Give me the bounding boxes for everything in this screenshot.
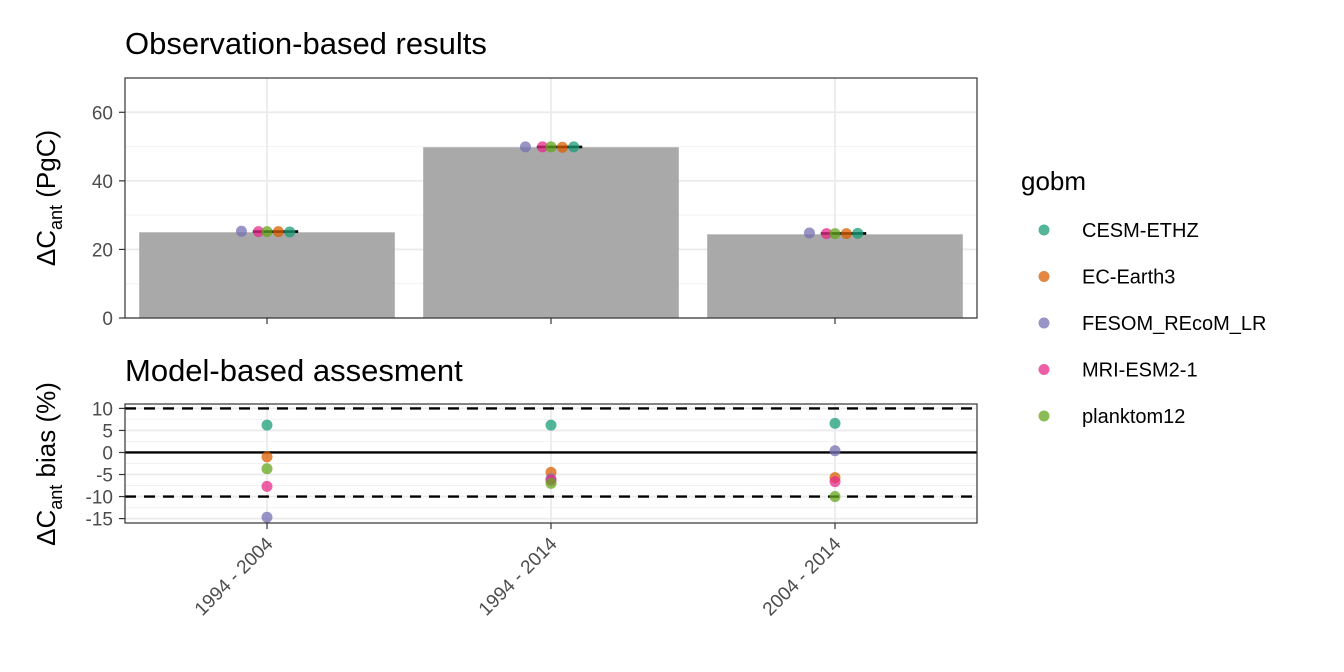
y-tick-label: 0 bbox=[102, 309, 113, 330]
y-tick-label: 60 bbox=[92, 103, 113, 124]
point-EC-Earth3 bbox=[556, 141, 568, 153]
point-CESM-ETHZ bbox=[829, 417, 841, 429]
x-tick-label: 1994 - 2014 bbox=[475, 533, 562, 620]
legend-label: EC-Earth3 bbox=[1082, 267, 1175, 289]
y-tick-label: 0 bbox=[102, 443, 113, 464]
point-CESM-ETHZ bbox=[545, 419, 557, 431]
x-tick-label: 2004 - 2014 bbox=[759, 533, 846, 620]
bar bbox=[423, 147, 679, 318]
point-MRI-ESM2-1 bbox=[536, 141, 548, 153]
point-FESOM_REcoM_LR bbox=[519, 141, 531, 153]
bar bbox=[139, 232, 395, 318]
y-tick-label: 20 bbox=[92, 240, 113, 261]
point-planktom12 bbox=[545, 141, 557, 153]
y-tick-label: 40 bbox=[92, 172, 113, 193]
legend-label: CESM-ETHZ bbox=[1082, 220, 1199, 242]
point-CESM-ETHZ bbox=[284, 226, 296, 238]
legend-title: gobm bbox=[1021, 166, 1086, 196]
bottom-y-axis-label: ΔCant bias (%) bbox=[31, 382, 66, 546]
point-MRI-ESM2-1 bbox=[829, 476, 841, 488]
point-FESOM_REcoM_LR bbox=[235, 225, 247, 237]
y-tick-label: -5 bbox=[96, 466, 113, 487]
point-planktom12 bbox=[261, 226, 273, 238]
top-points bbox=[235, 141, 864, 240]
point-planktom12 bbox=[545, 477, 557, 489]
top-bars bbox=[139, 147, 963, 318]
legend-items: CESM-ETHZ EC-Earth3 FESOM_REcoM_LR MRI-ESM2… bbox=[1038, 220, 1267, 428]
point-planktom12 bbox=[829, 491, 841, 503]
top-x-ticks bbox=[266, 318, 836, 324]
legend-key bbox=[1038, 224, 1050, 236]
legend-label: FESOM_REcoM_LR bbox=[1082, 313, 1267, 335]
legend-label: MRI-ESM2-1 bbox=[1082, 360, 1198, 382]
legend-key bbox=[1038, 271, 1050, 282]
legend: gobm CESM-ETHZ EC-Earth3 FESOM_REcoM_LR MRI… bbox=[1021, 166, 1267, 428]
legend-key bbox=[1038, 364, 1050, 375]
legend-label: planktom12 bbox=[1082, 406, 1185, 428]
point-FESOM_REcoM_LR bbox=[803, 227, 815, 239]
point-EC-Earth3 bbox=[261, 451, 273, 463]
bottom-points bbox=[261, 417, 841, 523]
bottom-panel-title: Model-based assesment bbox=[125, 353, 463, 388]
y-tick-label: -10 bbox=[86, 488, 113, 509]
point-MRI-ESM2-1 bbox=[252, 226, 264, 238]
point-planktom12 bbox=[261, 463, 273, 475]
y-tick-label: 10 bbox=[92, 399, 113, 420]
bar bbox=[707, 234, 963, 318]
point-CESM-ETHZ bbox=[852, 227, 864, 239]
point-FESOM_REcoM_LR bbox=[829, 445, 841, 457]
point-FESOM_REcoM_LR bbox=[261, 511, 273, 523]
point-MRI-ESM2-1 bbox=[261, 480, 273, 492]
x-tick-label: 1994 - 2004 bbox=[191, 533, 278, 620]
legend-key bbox=[1038, 317, 1050, 329]
y-tick-label: -15 bbox=[86, 510, 113, 531]
point-CESM-ETHZ bbox=[568, 141, 580, 153]
bottom-x-axis: 1994 - 2004 1994 - 2014 2004 - 2014 bbox=[191, 523, 846, 620]
point-CESM-ETHZ bbox=[261, 419, 273, 431]
point-EC-Earth3 bbox=[272, 226, 284, 238]
y-tick-label: 5 bbox=[102, 421, 113, 442]
top-panel: Observation-based results 0 20 40 60 ΔCant … bbox=[31, 26, 978, 330]
legend-key bbox=[1038, 410, 1050, 422]
point-MRI-ESM2-1 bbox=[820, 228, 832, 240]
top-y-axis: 0 20 40 60 bbox=[92, 103, 125, 330]
top-y-axis-label: ΔCant (PgC) bbox=[31, 130, 66, 266]
point-EC-Earth3 bbox=[840, 228, 852, 240]
top-panel-title: Observation-based results bbox=[125, 26, 487, 61]
point-planktom12 bbox=[829, 228, 841, 240]
